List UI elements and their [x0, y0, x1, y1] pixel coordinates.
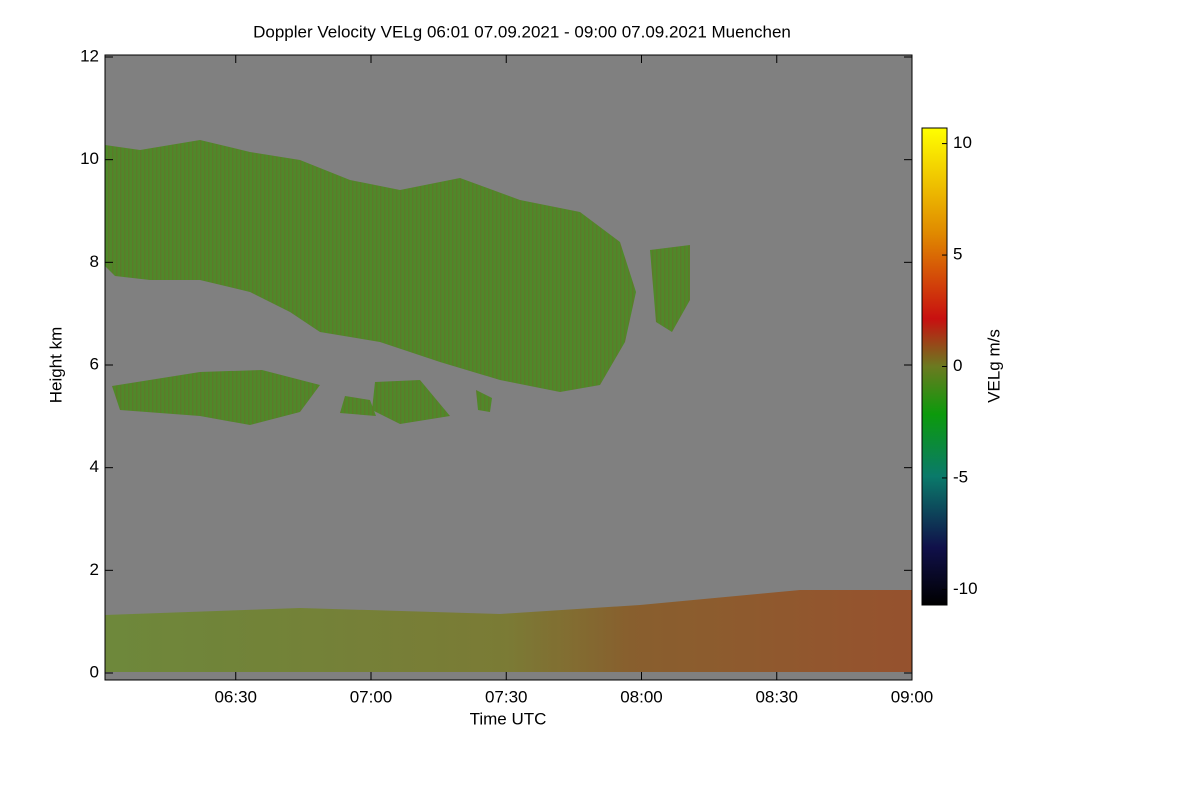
echo-region: [372, 380, 450, 424]
x-tick-label: 06:30: [214, 687, 257, 706]
colorbar-tick-label: -10: [953, 579, 978, 598]
y-tick-label: 2: [90, 560, 99, 579]
echo-region: [650, 245, 690, 332]
y-tick-label: 6: [90, 354, 99, 373]
y-tick-label: 4: [90, 457, 99, 476]
echo-region: [105, 140, 636, 392]
plot-frame: [104, 54, 913, 681]
echo-region: [340, 396, 376, 416]
x-tick-label: 07:00: [350, 687, 393, 706]
boundary-layer: [105, 590, 912, 672]
colorbar-tick-label: 10: [953, 133, 972, 152]
colorbar-tick-label: -5: [953, 467, 968, 486]
x-tick-label: 08:30: [755, 687, 798, 706]
y-tick-label: 8: [90, 252, 99, 271]
y-axis-label: Height km: [46, 327, 65, 404]
x-tick-label: 08:00: [620, 687, 663, 706]
x-tick-label: 07:30: [485, 687, 528, 706]
colorbar-tick-label: 0: [953, 356, 962, 375]
x-axis-label: Time UTC: [470, 709, 547, 728]
y-tick-label: 0: [90, 662, 99, 681]
colorbar-label: VELg m/s: [984, 329, 1003, 403]
colorbar-tick-label: 5: [953, 245, 962, 264]
y-tick-label: 12: [80, 46, 99, 65]
echo-region: [112, 370, 320, 425]
chart-title: Doppler Velocity VELg 06:01 07.09.2021 -…: [253, 22, 791, 41]
echo-regions: [105, 140, 912, 672]
x-tick-label: 09:00: [891, 687, 934, 706]
y-tick-label: 10: [80, 149, 99, 168]
echo-region: [476, 390, 492, 412]
